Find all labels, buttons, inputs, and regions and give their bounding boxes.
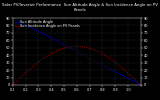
Legend: Sun Altitude Angle, Sun Incidence Angle on PV Panels: Sun Altitude Angle, Sun Incidence Angle … [15, 20, 80, 29]
Text: Solar PV/Inverter Performance  Sun Altitude Angle & Sun Incidence Angle on PV Pa: Solar PV/Inverter Performance Sun Altitu… [2, 3, 158, 12]
